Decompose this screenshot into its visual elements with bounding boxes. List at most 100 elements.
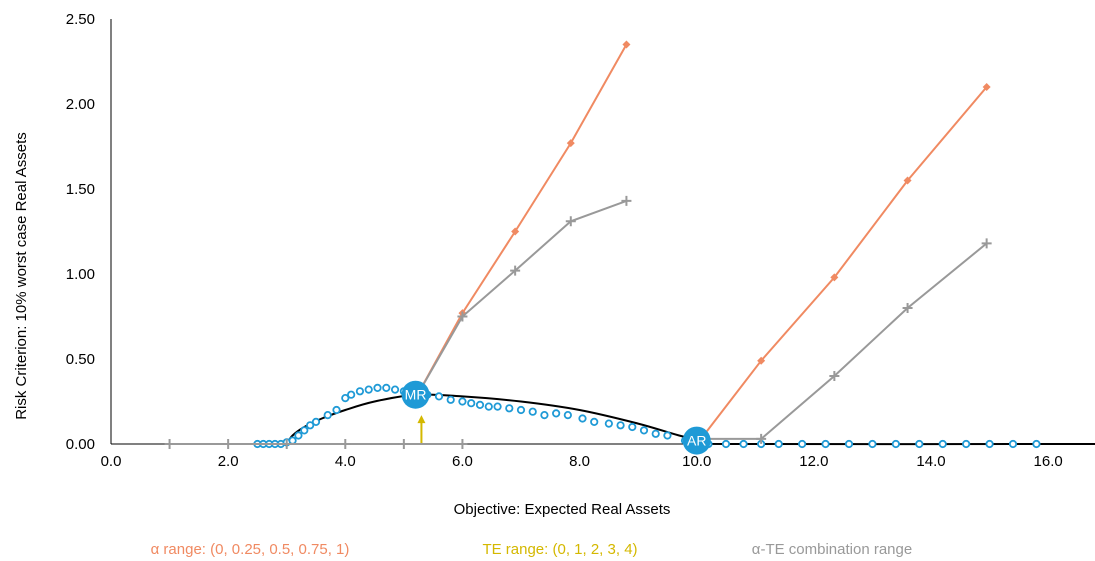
dotted-point [798, 439, 807, 449]
combination-point [756, 433, 767, 444]
series-line [698, 86, 988, 442]
combination-point [340, 439, 351, 449]
dotted-point [364, 385, 373, 394]
x-axis-title: Objective: Expected Real Assets [454, 501, 671, 518]
alpha-point [511, 227, 520, 236]
combination-point [164, 439, 175, 449]
dotted-point [1008, 439, 1018, 449]
dotted-point [590, 417, 599, 426]
dotted-point [484, 402, 493, 411]
alpha-point [757, 356, 766, 365]
dotted-point [616, 421, 625, 430]
x-tick-label: 4.0 [335, 453, 356, 470]
dotted-point [373, 383, 382, 392]
x-tick-label: 2.0 [218, 453, 239, 470]
combination-point [565, 216, 576, 227]
dotted-point [493, 402, 502, 411]
combination-point [281, 439, 292, 449]
alpha-point [903, 176, 912, 185]
annotation-marker [682, 426, 711, 455]
dotted-point [347, 390, 356, 399]
y-tick-label: 1.00 [66, 266, 95, 283]
dotted-point [915, 439, 924, 449]
series-line [417, 199, 627, 394]
dotted-point [446, 395, 455, 404]
combination-point [398, 439, 409, 449]
legend: α range: (0, 0.25, 0.5, 0.75, 1) TE range… [151, 541, 913, 558]
y-tick-label: 1.50 [66, 181, 95, 198]
x-tick-label: 14.0 [916, 453, 945, 470]
dotted-point [332, 405, 341, 415]
x-tick-label: 6.0 [452, 453, 473, 470]
series-group [164, 40, 992, 449]
alpha-point [622, 40, 631, 49]
combination-point [223, 439, 234, 449]
dotted-point [300, 426, 309, 435]
dotted-point [306, 421, 315, 430]
combination-point [829, 371, 840, 381]
dotted-point [516, 405, 526, 415]
dotted-point [663, 431, 672, 440]
annotations-group: MR AR [401, 380, 711, 455]
axes: 0.0 2.0 4.0 6.0 8.0 10.0 12.0 14.0 16.0 0.00 0.50 1… [66, 11, 1095, 470]
dotted-point [604, 419, 613, 428]
dotted-point [458, 397, 467, 406]
y-tick-label: 0.50 [66, 351, 95, 368]
dotted-point [311, 417, 321, 426]
x-tick-label: 10.0 [682, 453, 711, 470]
x-tick-label: 0.0 [101, 453, 122, 470]
series-line [417, 44, 628, 394]
annotation-marker [401, 380, 430, 409]
alpha-point [566, 139, 575, 148]
dotted-point [434, 392, 444, 401]
dotted-point [962, 439, 971, 449]
y-tick-label: 2.50 [66, 11, 95, 28]
dotted-point [467, 399, 476, 408]
dotted-point [985, 439, 994, 449]
x-tick-label: 8.0 [569, 453, 590, 470]
te-range-arrowhead [417, 415, 426, 424]
dotted-point [821, 439, 830, 449]
dotted-point [1032, 439, 1041, 449]
annotation-label: AR [687, 433, 706, 449]
combination-point [902, 303, 913, 313]
dotted-point [528, 407, 537, 416]
legend-item: α range: (0, 0.25, 0.5, 0.75, 1) [151, 541, 350, 558]
series-line [699, 242, 988, 440]
legend-item: α-TE combination range [752, 541, 912, 558]
combination-point [510, 265, 521, 276]
dotted-point [382, 383, 391, 392]
combination-point [457, 439, 468, 449]
y-tick-label: 2.00 [66, 96, 95, 113]
x-tick-label: 16.0 [1034, 453, 1063, 470]
y-axis-title: Risk Criterion: 10% worst case Real Asse… [13, 132, 30, 420]
combination-point [621, 195, 632, 206]
dotted-point [739, 439, 748, 449]
dotted-point [891, 439, 900, 449]
dotted-point [774, 439, 783, 449]
dotted-point [628, 422, 637, 432]
dotted-series-group [253, 383, 1041, 449]
alpha-point [982, 83, 991, 91]
alpha-point [830, 273, 839, 282]
dotted-point [639, 426, 649, 435]
legend-item: TE range: (0, 1, 2, 3, 4) [482, 541, 637, 558]
dotted-point [475, 400, 485, 409]
annotation-label: MR [405, 387, 427, 403]
dotted-point [341, 393, 350, 403]
y-tick-label: 0.00 [66, 436, 95, 453]
dotted-point [505, 404, 514, 413]
combination-point [457, 311, 468, 322]
dotted-point [563, 410, 572, 420]
dotted-point [288, 436, 297, 445]
dotted-point [721, 439, 731, 449]
dotted-point [355, 387, 365, 396]
combination-point [981, 238, 992, 249]
dotted-point [651, 429, 660, 438]
x-tick-label: 12.0 [799, 453, 828, 470]
dotted-point [294, 431, 303, 440]
dotted-point [938, 439, 947, 449]
dotted-point [540, 410, 549, 420]
dotted-point [868, 439, 877, 449]
